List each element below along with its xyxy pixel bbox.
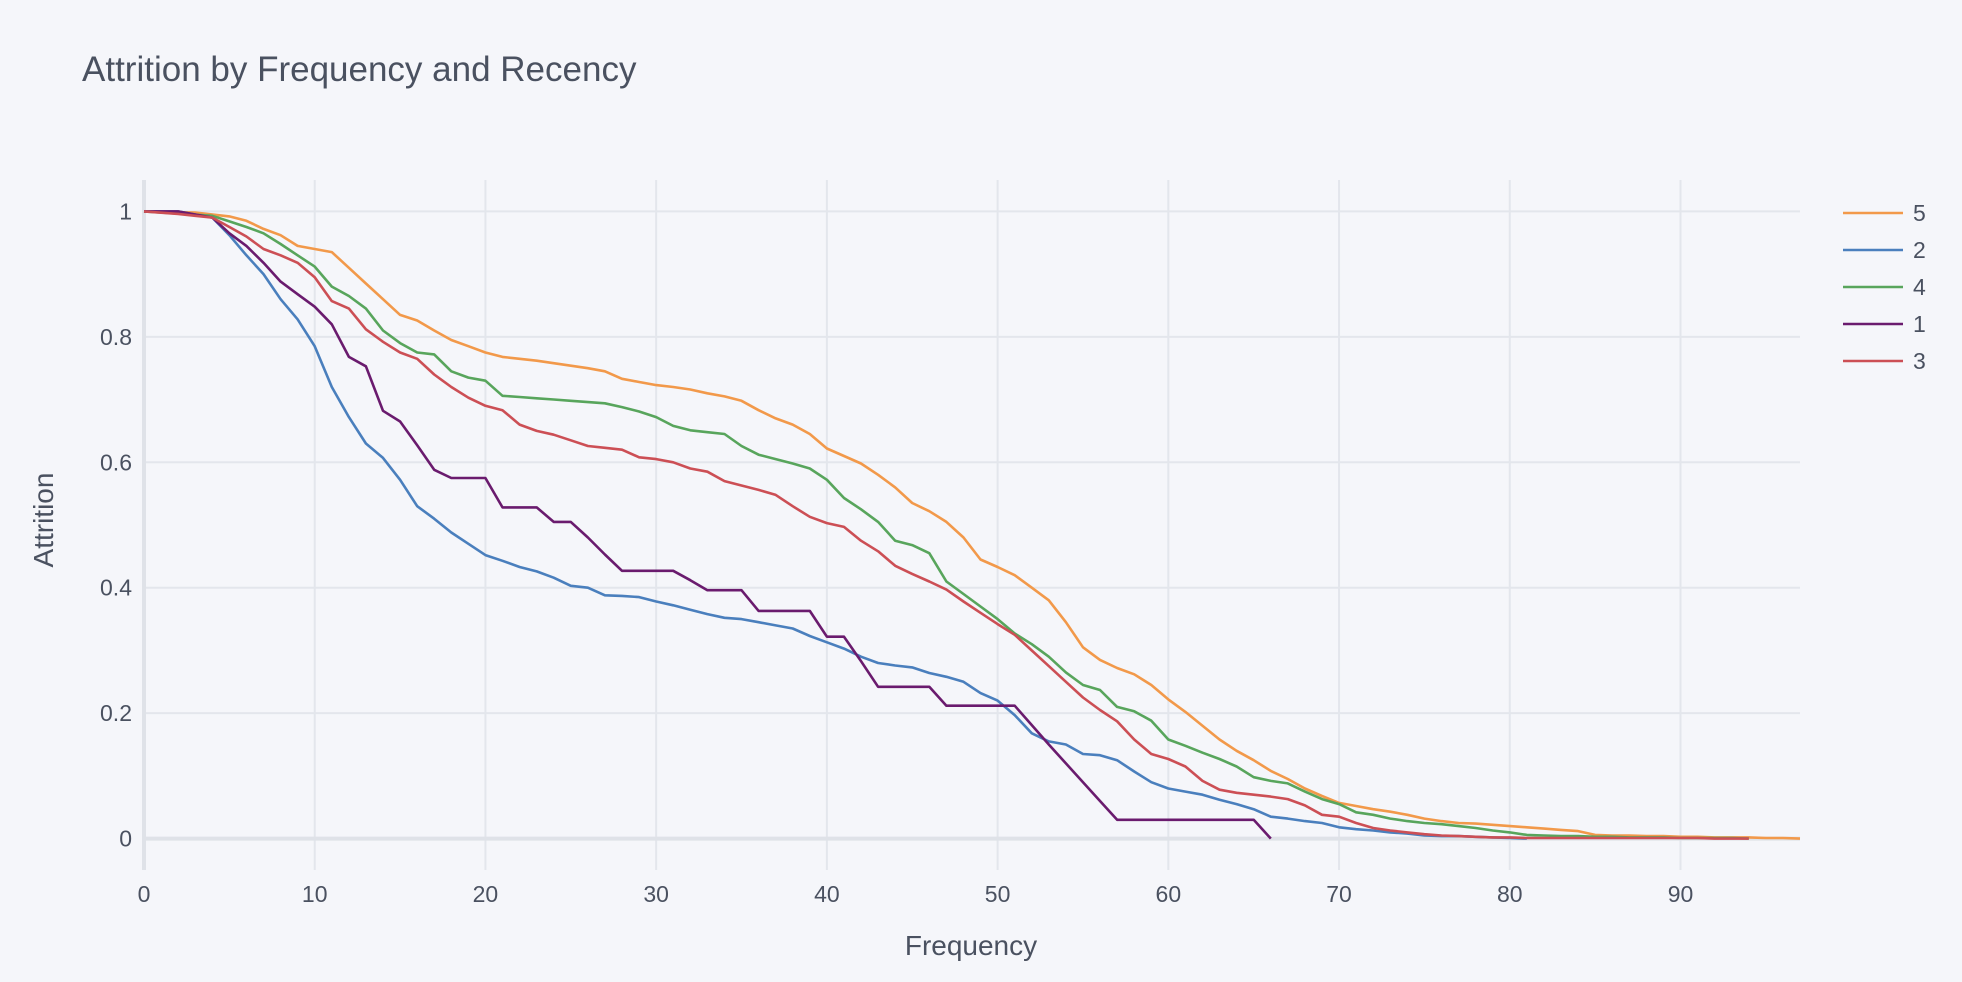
x-tick-label: 30 [643, 881, 669, 907]
legend-item-3[interactable]: 3 [1843, 348, 1926, 374]
y-axis-title: Attrition [28, 473, 59, 568]
x-tick-label: 50 [985, 881, 1011, 907]
legend-label: 1 [1913, 311, 1926, 337]
legend-item-1[interactable]: 1 [1843, 311, 1926, 337]
x-tick-label: 60 [1156, 881, 1182, 907]
legend-label: 3 [1913, 348, 1926, 374]
x-tick-label: 70 [1326, 881, 1352, 907]
x-tick-label: 90 [1668, 881, 1694, 907]
series-line-5[interactable] [143, 210, 1801, 840]
x-tick-label: 80 [1497, 881, 1523, 907]
x-tick-label: 0 [138, 881, 151, 907]
series-line-2[interactable] [144, 210, 1527, 840]
x-tick-label: 20 [473, 881, 499, 907]
legend-label: 4 [1913, 274, 1926, 300]
x-tick-label: 40 [814, 881, 840, 907]
x-axis-title: Frequency [905, 930, 1037, 961]
legend-item-5[interactable]: 5 [1843, 200, 1926, 226]
legend-item-4[interactable]: 4 [1843, 274, 1926, 300]
chart-title: Attrition by Frequency and Recency [82, 50, 637, 89]
series-line-3[interactable] [143, 210, 1749, 840]
grid-lines [142, 180, 1800, 870]
legend: 5 2 4 1 3 [1843, 200, 1926, 374]
x-tick-label: 10 [302, 881, 328, 907]
y-tick-label: 0 [119, 826, 132, 852]
series-line-1[interactable] [144, 210, 1272, 840]
legend-label: 2 [1913, 237, 1926, 263]
y-tick-label: 1 [119, 198, 132, 224]
y-tick-label: 0.8 [100, 324, 132, 350]
legend-item-2[interactable]: 2 [1843, 237, 1926, 263]
y-tick-label: 0.2 [100, 700, 132, 726]
tick-labels: 0 10 20 30 40 50 60 70 80 90 0 0.2 0.4 0.6 0.8 1 [100, 198, 1693, 907]
y-tick-label: 0.4 [100, 575, 132, 601]
series-lines [143, 210, 1801, 840]
y-tick-label: 0.6 [100, 449, 132, 475]
legend-label: 5 [1913, 200, 1926, 226]
series-line-4[interactable] [143, 210, 1749, 840]
